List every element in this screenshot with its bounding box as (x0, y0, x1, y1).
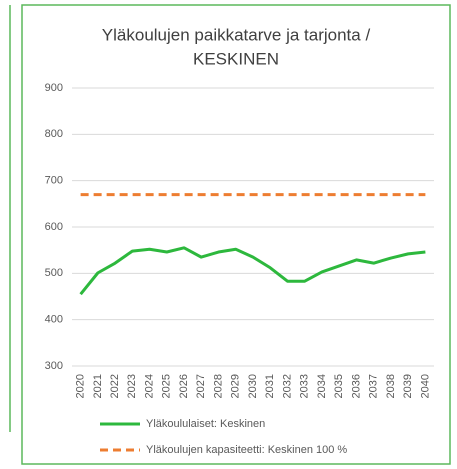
y-tick-label: 300 (45, 360, 63, 372)
x-tick-label: 2030 (247, 374, 259, 398)
x-tick-label: 2027 (195, 374, 207, 398)
series-line (79, 246, 426, 296)
x-tick-label: 2021 (92, 374, 104, 398)
x-tick-label: 2039 (402, 374, 414, 398)
x-tick-label: 2036 (350, 374, 362, 398)
x-tick-label: 2034 (316, 374, 328, 398)
y-tick-label: 500 (45, 267, 63, 279)
x-tick-label: 2035 (333, 374, 345, 398)
x-tick-label: 2026 (178, 374, 190, 398)
y-tick-label: 800 (45, 128, 63, 140)
y-tick-label: 900 (45, 82, 63, 94)
y-tick-label: 700 (45, 175, 63, 187)
chart-border (21, 4, 451, 465)
legend-label: Yläkoululaiset: Keskinen (146, 418, 265, 430)
chart-title: Yläkoulujen paikkatarve ja tarjonta / (102, 25, 371, 44)
x-tick-label: 2028 (212, 374, 224, 398)
legend-label: Yläkoulujen kapasiteetti: Keskinen 100 % (146, 444, 347, 456)
chart-title: KESKINEN (193, 49, 279, 68)
x-tick-label: 2025 (161, 374, 173, 398)
x-tick-label: 2024 (143, 374, 155, 398)
x-tick-label: 2022 (109, 374, 121, 398)
y-tick-label: 400 (45, 314, 63, 326)
x-tick-label: 2038 (385, 374, 397, 398)
x-tick-label: 2033 (299, 374, 311, 398)
x-tick-label: 2040 (419, 374, 431, 398)
x-tick-label: 2032 (281, 374, 293, 398)
y-tick-label: 600 (45, 221, 63, 233)
x-tick-label: 2037 (368, 374, 380, 398)
x-tick-label: 2031 (264, 374, 276, 398)
x-tick-label: 2023 (126, 374, 138, 398)
x-tick-label: 2029 (230, 374, 242, 398)
x-tick-label: 2020 (75, 374, 87, 398)
